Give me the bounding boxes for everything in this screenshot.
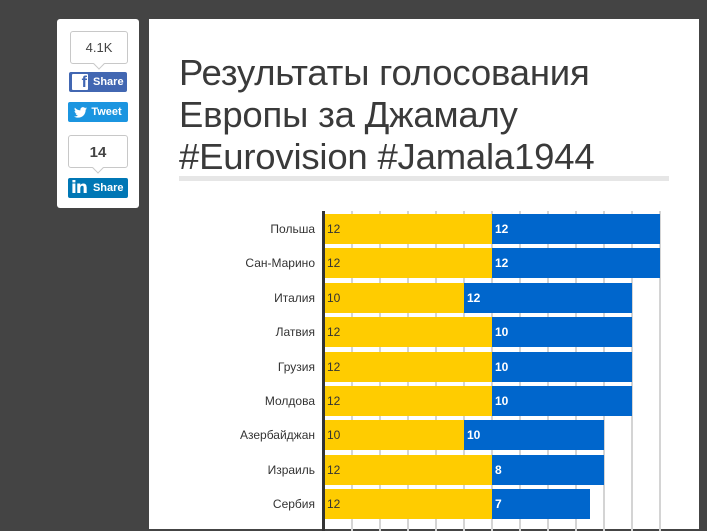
chart-row: Молдова 12 10 [149, 386, 699, 416]
bar-segment-yellow: 12 [324, 248, 492, 279]
bar-segment-yellow: 12 [324, 454, 492, 485]
facebook-share-count: 4.1K [70, 31, 128, 64]
category-label: Италия [274, 290, 315, 305]
category-label: Израиль [267, 462, 315, 477]
chart-row: Сербия 12 7 [149, 489, 699, 520]
bar-segment-yellow: 12 [324, 489, 492, 520]
chart-row: Грузия 12 10 [149, 351, 699, 382]
twitter-bird-icon [74, 106, 88, 118]
bar-segment-blue: 12 [492, 214, 660, 244]
bar-segment-blue: 7 [492, 489, 590, 520]
bar-segment-yellow: 12 [324, 351, 492, 382]
category-label: Сербия [272, 497, 315, 512]
facebook-icon: f [72, 74, 88, 90]
bar-segment-blue: 10 [492, 317, 632, 348]
facebook-share-label: Share [93, 76, 124, 88]
category-label: Сан-Марино [245, 256, 315, 271]
twitter-tweet-button[interactable]: Tweet [68, 102, 128, 122]
chart-row: Латвия 12 10 [149, 317, 699, 348]
chart-row: Азербайджан 10 10 [149, 420, 699, 451]
gridline [659, 211, 661, 531]
category-label: Латвия [275, 325, 315, 340]
bar-segment-blue: 10 [492, 351, 632, 382]
linkedin-icon: in [71, 178, 88, 198]
bar-segment-yellow: 10 [324, 282, 464, 313]
linkedin-share-count: 14 [68, 135, 128, 168]
bar-segment-yellow: 10 [324, 420, 464, 451]
article-title: Результаты голосования Европы за Джамалу… [179, 52, 595, 177]
chart-row: Сан-Марино 12 12 [149, 248, 699, 279]
bar-segment-blue: 12 [492, 248, 660, 279]
bar-segment-blue: 10 [492, 386, 632, 416]
article-card: Результаты голосования Европы за Джамалу… [149, 19, 699, 531]
bar-segment-yellow: 12 [324, 386, 492, 416]
category-label: Грузия [277, 359, 315, 374]
gridline [631, 211, 633, 531]
bar-segment-yellow: 12 [324, 214, 492, 244]
bar-segment-yellow: 12 [324, 317, 492, 348]
chart-row: Польша 12 12 [149, 214, 699, 244]
bar-segment-blue: 8 [492, 454, 604, 485]
category-label: Молдова [264, 394, 315, 408]
chart-row: Израиль 12 8 [149, 454, 699, 485]
linkedin-share-label: Share [92, 182, 124, 194]
twitter-tweet-label: Tweet [91, 106, 122, 118]
title-divider [179, 176, 669, 181]
category-label: Польша [270, 222, 315, 236]
chart-row: Италия 10 12 [149, 282, 699, 313]
category-label: Азербайджан [239, 428, 315, 443]
facebook-share-button[interactable]: f Share [69, 72, 127, 92]
share-panel: 4.1K f Share Tweet 14 in Share [57, 19, 139, 208]
chart-axis-line [322, 211, 325, 531]
bar-segment-blue: 10 [464, 420, 604, 451]
bar-segment-blue: 12 [464, 282, 632, 313]
stacked-bar-chart: Польша 12 12 Сан-Марино 12 12 Италия 10 12 Латвия… [149, 211, 699, 531]
linkedin-share-button[interactable]: in Share [68, 178, 128, 198]
